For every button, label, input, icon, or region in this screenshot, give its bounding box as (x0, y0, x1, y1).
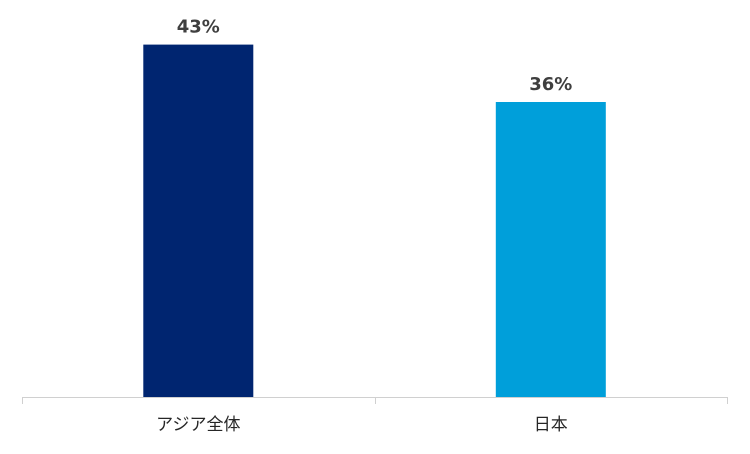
category-label-2: 日本 (534, 415, 568, 435)
bars-layer (143, 44, 606, 397)
category-label-1: アジア全体 (156, 415, 240, 435)
x-axis (22, 397, 728, 404)
bar-2 (495, 102, 606, 397)
labels-layer: 43% アジア全体 36% 日本 (156, 17, 572, 435)
data-label-2: 36% (529, 74, 572, 95)
bar-1 (143, 44, 254, 397)
data-label-1: 43% (177, 17, 220, 38)
